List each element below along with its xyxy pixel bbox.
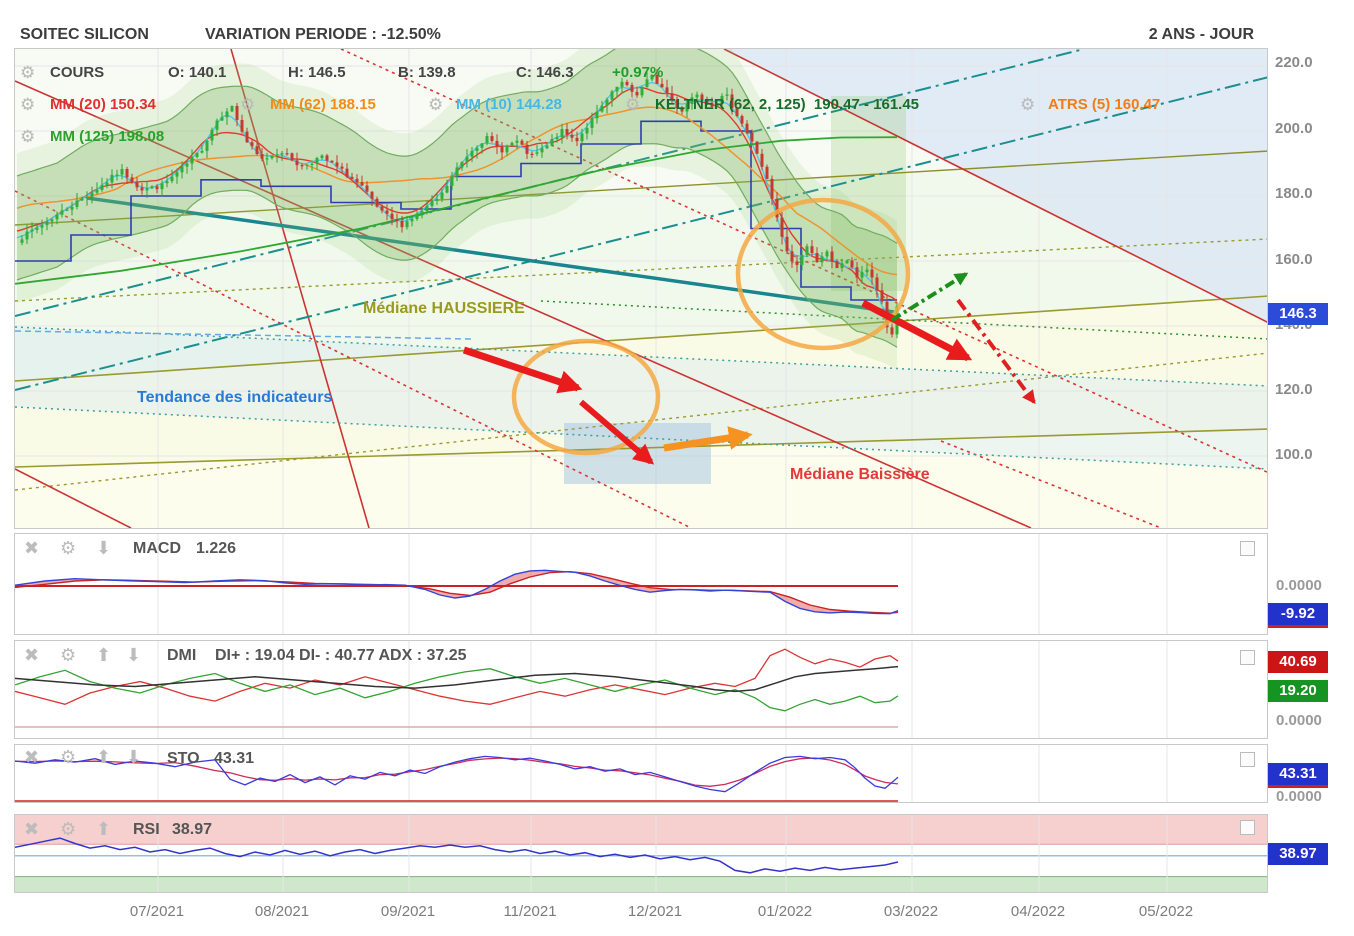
macd-badge: -9.92: [1268, 603, 1328, 628]
gear-icon[interactable]: ⚙: [60, 819, 77, 839]
legend-mm10: MM (10) 144.28: [456, 96, 562, 113]
gear-icon[interactable]: ⚙: [20, 95, 36, 114]
dmi-checkbox[interactable]: [1240, 650, 1255, 665]
price-tick: 100.0: [1275, 446, 1313, 463]
sto-title: STO: [167, 750, 200, 767]
x-axis-label: 04/2022: [1010, 903, 1066, 920]
legend-low-value: B: 139.8: [398, 64, 456, 81]
x-axis-label: 03/2022: [883, 903, 939, 920]
macd-checkbox[interactable]: [1240, 541, 1255, 556]
dmi-title: DMI: [167, 647, 197, 664]
legend-atrs: ATRS (5) 160.47: [1048, 96, 1161, 113]
move-down-icon[interactable]: ⬇: [126, 645, 142, 665]
gear-icon[interactable]: ⚙: [60, 645, 77, 665]
price-tick: 180.0: [1275, 185, 1313, 202]
x-axis-label: 12/2021: [627, 903, 683, 920]
rsi-checkbox[interactable]: [1240, 820, 1255, 835]
dmi-minus-badge: 40.69: [1268, 651, 1328, 673]
legend-mm62: MM (62) 188.15: [270, 96, 376, 113]
gear-icon[interactable]: ⚙: [625, 95, 641, 114]
x-axis-label: 07/2021: [129, 903, 185, 920]
gear-icon[interactable]: ⚙: [60, 538, 77, 558]
instrument-title: SOITEC SILICON: [20, 26, 149, 43]
move-up-icon[interactable]: ⬆: [96, 747, 112, 767]
legend-cours-label: COURS: [50, 64, 105, 81]
rsi-canvas[interactable]: [15, 815, 1267, 892]
gear-icon[interactable]: ⚙: [428, 95, 444, 114]
annotation-mediane-haussiere[interactable]: Médiane HAUSSIERE: [363, 300, 525, 317]
legend-keltner: KELTNER (62, 2, 125) 190.47 - 161.45: [655, 96, 920, 113]
dmi-zero-label: 0.0000: [1276, 712, 1322, 729]
price-tick: 120.0: [1275, 381, 1313, 398]
rsi-badge: 38.97: [1268, 843, 1328, 865]
move-up-icon[interactable]: ⬆: [96, 819, 112, 839]
gear-icon[interactable]: ⚙: [20, 63, 36, 82]
x-axis-label: 05/2022: [1138, 903, 1194, 920]
timeframe-label[interactable]: 2 ANS - JOUR: [1148, 26, 1254, 43]
main-chart-canvas[interactable]: [15, 49, 1267, 528]
sto-canvas[interactable]: [15, 745, 1267, 802]
macd-title: MACD: [133, 540, 181, 557]
period-variation: VARIATION PERIODE : -12.50%: [205, 26, 441, 43]
gear-icon[interactable]: ⚙: [20, 127, 36, 146]
annotation-tendance-indicateurs[interactable]: Tendance des indicateurs: [137, 389, 333, 406]
sto-zero-label: 0.0000: [1276, 788, 1322, 805]
close-icon[interactable]: ✖: [24, 747, 40, 767]
rsi-panel: [14, 814, 1268, 893]
gear-icon[interactable]: ⚙: [1020, 95, 1036, 114]
price-tick: 200.0: [1275, 120, 1313, 137]
macd-canvas[interactable]: [15, 534, 1267, 634]
legend-change-pct: +0.97%: [612, 64, 664, 81]
last-price-badge: 146.3: [1268, 303, 1328, 325]
macd-zero-label: 0.0000: [1276, 577, 1322, 594]
price-tick: 160.0: [1275, 251, 1313, 268]
rsi-title: RSI: [133, 821, 160, 838]
legend-mm125: MM (125) 198.08: [50, 128, 165, 145]
sto-value: 43.31: [214, 750, 255, 767]
sto-checkbox[interactable]: [1240, 752, 1255, 767]
dmi-canvas[interactable]: [15, 641, 1267, 738]
move-down-icon[interactable]: ⬇: [126, 747, 142, 767]
dmi-values: DI+ : 19.04 DI- : 40.77 ADX : 37.25: [215, 647, 467, 664]
legend-high-value: H: 146.5: [288, 64, 346, 81]
legend-close-value: C: 146.3: [516, 64, 574, 81]
main-price-panel: [14, 48, 1268, 529]
dmi-plus-badge: 19.20: [1268, 680, 1328, 702]
x-axis-label: 09/2021: [380, 903, 436, 920]
move-down-icon[interactable]: ⬇: [96, 538, 112, 558]
annotation-mediane-baissiere[interactable]: Médiane Baissière: [790, 466, 930, 483]
close-icon[interactable]: ✖: [24, 538, 40, 558]
move-up-icon[interactable]: ⬆: [96, 645, 112, 665]
legend-open-value: O: 140.1: [168, 64, 227, 81]
price-tick: 220.0: [1275, 54, 1313, 71]
close-icon[interactable]: ✖: [24, 645, 40, 665]
gear-icon[interactable]: ⚙: [240, 95, 256, 114]
gear-icon[interactable]: ⚙: [60, 747, 77, 767]
macd-value: 1.226: [196, 540, 237, 557]
sto-badge: 43.31: [1268, 763, 1328, 788]
sto-panel: [14, 744, 1268, 803]
dmi-panel: [14, 640, 1268, 739]
x-axis-label: 08/2021: [254, 903, 310, 920]
legend-mm20: MM (20) 150.34: [50, 96, 156, 113]
macd-panel: [14, 533, 1268, 635]
close-icon[interactable]: ✖: [24, 819, 40, 839]
rsi-value: 38.97: [172, 821, 213, 838]
x-axis-label: 01/2022: [757, 903, 813, 920]
x-axis-label: 11/2021: [503, 903, 557, 920]
